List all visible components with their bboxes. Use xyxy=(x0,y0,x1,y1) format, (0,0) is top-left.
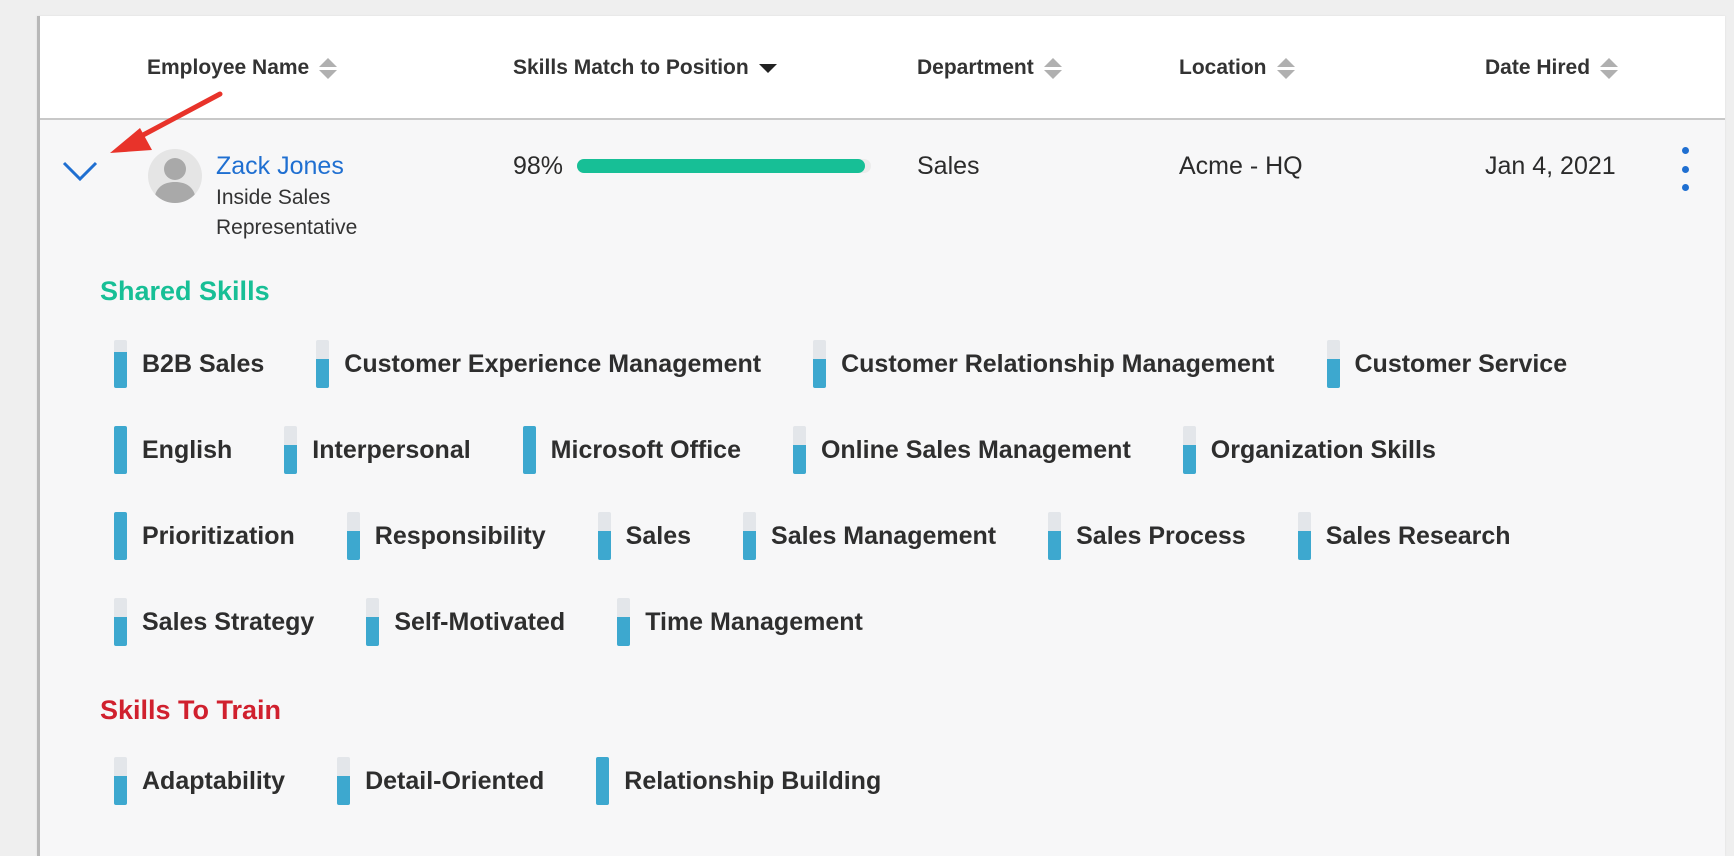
skill-label: Microsoft Office xyxy=(550,435,741,464)
skill-label: Organization Skills xyxy=(1210,435,1436,464)
skill-chip: Customer Relationship Management xyxy=(813,340,1275,388)
skill-label: Relationship Building xyxy=(624,766,882,795)
shared-skills-row: Prioritization Responsibility Sales Sales M… xyxy=(114,512,1563,560)
col-department[interactable]: Department xyxy=(917,52,1062,84)
skill-label: Sales Management xyxy=(771,521,997,550)
col-employee-name[interactable]: Employee Name xyxy=(147,52,338,84)
skill-level-icon xyxy=(597,512,611,560)
skill-level-icon xyxy=(114,426,127,474)
skill-level-icon xyxy=(1297,512,1311,560)
sort-desc-icon[interactable] xyxy=(758,63,777,73)
skill-label: Sales Strategy xyxy=(142,607,315,636)
skill-chip: Prioritization xyxy=(114,512,295,560)
skill-label: Sales xyxy=(625,521,692,550)
skill-level-icon xyxy=(1048,512,1062,560)
skill-level-icon xyxy=(813,340,827,388)
skill-level-icon xyxy=(346,512,360,560)
skill-label: Customer Experience Management xyxy=(344,349,762,378)
shared-skills-row: Sales Strategy Self-Motivated Time Managem… xyxy=(114,598,915,646)
shared-skills-title: Shared Skills xyxy=(100,276,270,306)
sort-arrows-icon[interactable] xyxy=(1276,57,1295,79)
skills-to-train-title: Skills To Train xyxy=(100,695,282,725)
skill-label: Self-Motivated xyxy=(394,607,566,636)
employee-title-line2: Representative xyxy=(216,216,358,239)
skill-level-icon xyxy=(617,598,631,646)
skill-label: Customer Relationship Management xyxy=(841,349,1275,378)
skill-chip: Sales Management xyxy=(743,512,996,560)
skill-label: Customer Service xyxy=(1354,349,1568,378)
employee-title-line1: Inside Sales xyxy=(216,186,331,209)
skill-chip: Self-Motivated xyxy=(366,598,565,646)
skill-level-icon xyxy=(114,512,127,560)
kebab-menu-icon[interactable] xyxy=(1675,147,1695,191)
skills-match-percent: 98% xyxy=(513,152,564,180)
shared-skills-row: English Interpersonal Microsoft Office Onli… xyxy=(114,426,1488,474)
sort-arrows-icon[interactable] xyxy=(1600,57,1619,79)
col-location[interactable]: Location xyxy=(1179,52,1295,84)
skill-label: Responsibility xyxy=(374,521,546,550)
employee-table: Employee Name Skills Match to Position D… xyxy=(37,16,1725,856)
skill-level-icon xyxy=(1182,426,1196,474)
skill-level-icon xyxy=(366,598,380,646)
skill-label: Time Management xyxy=(645,607,863,636)
skill-chip: Microsoft Office xyxy=(522,426,741,474)
skill-level-icon xyxy=(596,757,610,805)
skill-chip: Time Management xyxy=(617,598,863,646)
skills-match-bar-fill xyxy=(577,159,866,173)
skill-label: Online Sales Management xyxy=(820,435,1131,464)
employee-date-hired: Jan 4, 2021 xyxy=(1485,152,1616,180)
skill-label: Prioritization xyxy=(142,521,295,550)
skill-level-icon xyxy=(792,426,806,474)
skill-label: Adaptability xyxy=(142,766,286,795)
employee-name-link[interactable]: Zack Jones xyxy=(216,152,344,180)
skill-chip: Adaptability xyxy=(114,757,285,805)
col-date-hired[interactable]: Date Hired xyxy=(1485,52,1619,84)
skill-chip: Responsibility xyxy=(346,512,546,560)
skill-chip: Sales Process xyxy=(1048,512,1246,560)
train-skills-row: Adaptability Detail-Oriented Relationship … xyxy=(114,757,933,805)
skill-chip: Interpersonal xyxy=(284,426,471,474)
skill-chip: Organization Skills xyxy=(1182,426,1436,474)
skill-label: Detail-Oriented xyxy=(365,766,545,795)
skill-chip: Sales Research xyxy=(1297,512,1511,560)
skill-chip: B2B Sales xyxy=(114,340,264,388)
skill-level-icon xyxy=(1326,340,1340,388)
skill-chip: Relationship Building xyxy=(596,757,881,805)
skill-level-icon xyxy=(337,757,351,805)
skill-level-icon xyxy=(114,598,127,646)
skill-level-icon xyxy=(114,340,127,388)
skill-level-icon xyxy=(114,757,127,805)
skill-level-icon xyxy=(316,340,330,388)
skill-label: Sales Research xyxy=(1325,521,1511,550)
skills-match-bar xyxy=(577,159,871,173)
skill-chip: Customer Service xyxy=(1326,340,1568,388)
col-skills-match[interactable]: Skills Match to Position xyxy=(513,52,777,84)
skill-level-icon xyxy=(284,426,298,474)
employee-department: Sales xyxy=(917,152,980,180)
skill-chip: Sales xyxy=(597,512,692,560)
shared-skills-row: B2B Sales Customer Experience Management C… xyxy=(114,340,1619,388)
skill-level-icon xyxy=(743,512,757,560)
skill-chip: English xyxy=(114,426,232,474)
sort-arrows-icon[interactable] xyxy=(1043,57,1062,79)
sort-arrows-icon[interactable] xyxy=(319,57,338,79)
skill-level-icon xyxy=(522,426,536,474)
skill-chip: Customer Experience Management xyxy=(316,340,761,388)
skill-label: Interpersonal xyxy=(312,435,471,464)
skill-label: B2B Sales xyxy=(142,349,265,378)
skill-chip: Detail-Oriented xyxy=(337,757,544,805)
skill-label: Sales Process xyxy=(1076,521,1246,550)
skill-chip: Online Sales Management xyxy=(792,426,1131,474)
skill-chip: Sales Strategy xyxy=(114,598,314,646)
employee-location: Acme - HQ xyxy=(1179,152,1303,180)
chevron-down-icon[interactable] xyxy=(60,156,100,186)
skill-label: English xyxy=(142,435,233,464)
user-avatar-icon xyxy=(148,149,202,203)
table-header: Employee Name Skills Match to Position D… xyxy=(40,16,1725,120)
